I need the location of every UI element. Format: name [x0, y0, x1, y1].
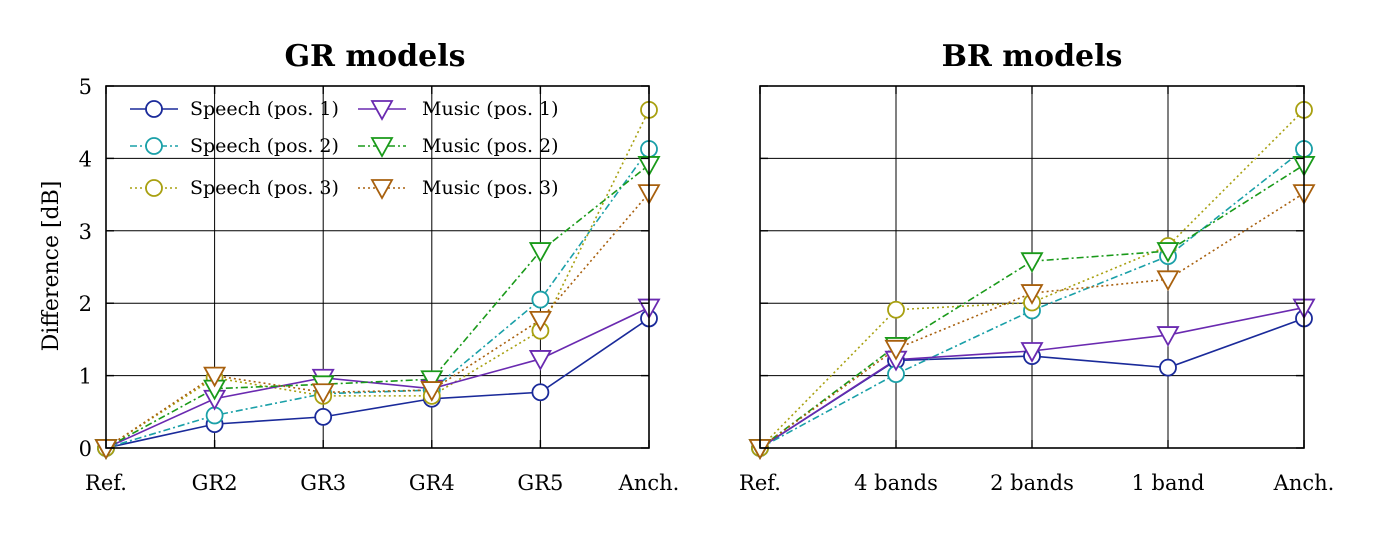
- legend-marker: [145, 179, 163, 197]
- plot-frame: [105, 85, 650, 449]
- data-point: [1156, 270, 1180, 292]
- series-line: [105, 306, 650, 449]
- legend-marker: [145, 137, 163, 155]
- x-tick-label: Anch.: [618, 471, 680, 495]
- legend-marker: [370, 137, 394, 158]
- x-tick-label: GR4: [409, 471, 455, 495]
- data-point: [1020, 342, 1044, 363]
- y-axis-label: Difference [dB]: [39, 181, 64, 352]
- chart-title: GR models: [284, 39, 465, 74]
- y-tick-label: 3: [79, 220, 92, 244]
- br-models-chart: BR models Ref. 4 bands 2 bands 1 band Anch.: [739, 39, 1334, 495]
- series-line: [105, 317, 650, 449]
- series-line: [105, 148, 650, 449]
- data-point: [887, 300, 905, 319]
- gr-models-chart: GR models Difference [dB] Ref. GR2 GR3 GR4 G…: [39, 39, 679, 495]
- x-tick-label: 4 bands: [854, 471, 938, 495]
- y-tick-label: 0: [79, 437, 92, 461]
- y-tick-label: 4: [79, 147, 92, 171]
- y-tick-label: 1: [79, 365, 92, 389]
- x-tick-label: GR5: [517, 471, 563, 495]
- legend-label: Music (pos. 3): [422, 177, 559, 199]
- legend-label: Music (pos. 2): [422, 135, 559, 157]
- x-tick-label: Ref.: [85, 471, 127, 495]
- x-tick-label: 1 band: [1132, 471, 1205, 495]
- x-tick-label: GR2: [192, 471, 238, 495]
- legend-label: Speech (pos. 1): [190, 98, 339, 120]
- data-point: [528, 350, 552, 371]
- y-tick-label: 5: [79, 75, 92, 99]
- x-tick-label: Ref.: [739, 471, 781, 495]
- series-line: [105, 192, 650, 449]
- data-point: [1156, 242, 1180, 263]
- data-point: [1159, 358, 1177, 377]
- series-line: [105, 164, 650, 449]
- plot-frame: [759, 85, 1305, 449]
- legend-label: Speech (pos. 2): [190, 135, 339, 157]
- chart-title: BR models: [942, 39, 1123, 74]
- data-point: [203, 366, 227, 388]
- y-tick-label: 2: [79, 292, 92, 316]
- legend: Speech (pos. 1) Speech (pos. 2) Speech (po…: [130, 98, 559, 200]
- legend-marker: [370, 179, 394, 200]
- x-tick-label: GR3: [300, 471, 346, 495]
- data-point: [884, 339, 908, 361]
- data-point: [531, 290, 550, 309]
- x-tick-label: 2 bands: [990, 471, 1074, 495]
- data-point: [531, 383, 550, 402]
- data-point: [314, 407, 333, 426]
- data-point: [311, 383, 335, 405]
- data-point: [1020, 284, 1044, 305]
- data-point: [420, 370, 444, 392]
- data-point: [1020, 252, 1044, 274]
- legend-label: Speech (pos. 3): [190, 177, 339, 199]
- legend-label: Music (pos. 1): [422, 98, 559, 120]
- data-point: [1156, 326, 1180, 347]
- x-tick-label: Anch.: [1273, 471, 1335, 495]
- series-line: [105, 109, 650, 449]
- legend-marker: [370, 100, 394, 121]
- data-point: [528, 310, 552, 332]
- data-point: [420, 381, 444, 402]
- legend-marker: [145, 100, 163, 118]
- data-point: [528, 242, 552, 263]
